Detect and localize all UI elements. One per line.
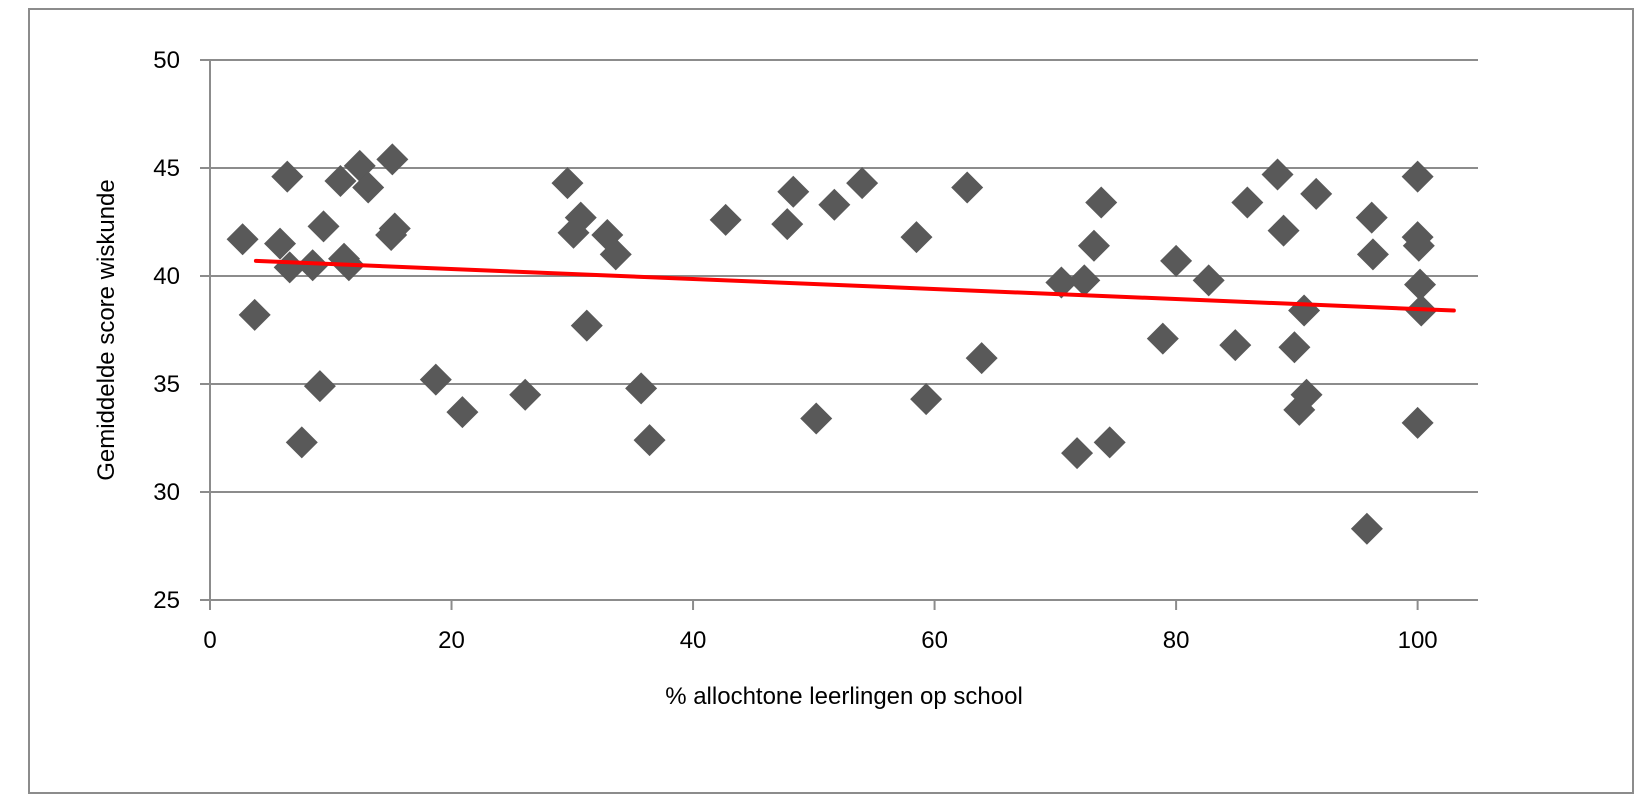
data-point bbox=[446, 396, 479, 429]
data-point bbox=[771, 208, 804, 241]
data-point bbox=[1288, 294, 1321, 327]
data-point bbox=[777, 175, 810, 208]
scatter-chart: 25 30 35 40 45 50 0 20 40 60 80 100 % allochtone le… bbox=[93, 47, 1478, 710]
data-point bbox=[818, 188, 851, 221]
data-point bbox=[951, 171, 984, 204]
trendline-layer bbox=[253, 258, 1456, 313]
x-tick-label: 60 bbox=[921, 627, 948, 654]
data-points bbox=[226, 143, 1438, 545]
data-point bbox=[1290, 378, 1323, 411]
data-point bbox=[352, 171, 385, 204]
data-point bbox=[633, 424, 666, 457]
data-point bbox=[846, 167, 879, 200]
data-point bbox=[419, 363, 452, 396]
data-point bbox=[1300, 177, 1333, 210]
gridlines bbox=[210, 59, 1478, 493]
data-point bbox=[1356, 238, 1389, 271]
data-point bbox=[1146, 322, 1179, 355]
data-point bbox=[800, 402, 833, 435]
x-tick-label: 80 bbox=[1163, 627, 1190, 654]
data-point bbox=[238, 298, 271, 331]
data-point bbox=[1355, 201, 1388, 234]
data-point bbox=[551, 167, 584, 200]
data-point bbox=[271, 160, 304, 193]
data-point bbox=[378, 212, 411, 245]
data-point bbox=[1085, 186, 1118, 219]
data-point bbox=[1219, 329, 1252, 362]
y-tick-label: 30 bbox=[153, 479, 180, 506]
data-point bbox=[1278, 331, 1311, 364]
axes bbox=[200, 59, 1478, 610]
data-point bbox=[303, 370, 336, 403]
y-tick-label: 45 bbox=[153, 155, 180, 182]
data-point bbox=[1068, 264, 1101, 297]
y-tick-label: 40 bbox=[153, 263, 180, 290]
data-point bbox=[1404, 268, 1437, 301]
data-point bbox=[1267, 214, 1300, 247]
data-point bbox=[965, 342, 998, 375]
y-tick-label: 35 bbox=[153, 371, 180, 398]
data-point bbox=[1402, 229, 1435, 262]
data-point bbox=[1401, 406, 1434, 439]
x-tick-label: 40 bbox=[680, 627, 707, 654]
data-point bbox=[709, 203, 742, 236]
data-point bbox=[509, 378, 542, 411]
data-point bbox=[226, 223, 259, 256]
data-point bbox=[1261, 158, 1294, 191]
data-point bbox=[1077, 229, 1110, 262]
data-point bbox=[1231, 186, 1264, 219]
x-tick-label: 0 bbox=[203, 627, 216, 654]
data-point bbox=[285, 426, 318, 459]
data-point bbox=[1160, 244, 1193, 277]
data-point bbox=[264, 227, 297, 260]
data-point bbox=[1401, 160, 1434, 193]
data-point bbox=[1093, 426, 1126, 459]
trendline bbox=[253, 258, 1456, 313]
data-point bbox=[910, 383, 943, 416]
data-point bbox=[1350, 512, 1383, 545]
data-point bbox=[1061, 437, 1094, 470]
y-axis-title: Gemiddelde score wiskunde bbox=[93, 179, 120, 481]
data-point bbox=[324, 164, 357, 197]
data-point bbox=[900, 221, 933, 254]
y-tick-label: 25 bbox=[153, 587, 180, 614]
tick-labels: 25 30 35 40 45 50 0 20 40 60 80 100 bbox=[153, 47, 1437, 654]
data-point bbox=[599, 238, 632, 271]
data-point bbox=[1045, 266, 1078, 299]
data-point bbox=[625, 372, 658, 405]
chart-area: 25 30 35 40 45 50 0 20 40 60 80 100 % allochtone le… bbox=[28, 8, 1634, 794]
x-tick-label: 20 bbox=[438, 627, 465, 654]
data-point bbox=[376, 143, 409, 176]
x-axis-title: % allochtone leerlingen op school bbox=[665, 683, 1023, 710]
data-point bbox=[1192, 264, 1225, 297]
data-point bbox=[307, 210, 340, 243]
y-tick-label: 50 bbox=[153, 47, 180, 74]
data-point bbox=[570, 309, 603, 342]
x-tick-label: 100 bbox=[1398, 627, 1438, 654]
data-point bbox=[564, 201, 597, 234]
